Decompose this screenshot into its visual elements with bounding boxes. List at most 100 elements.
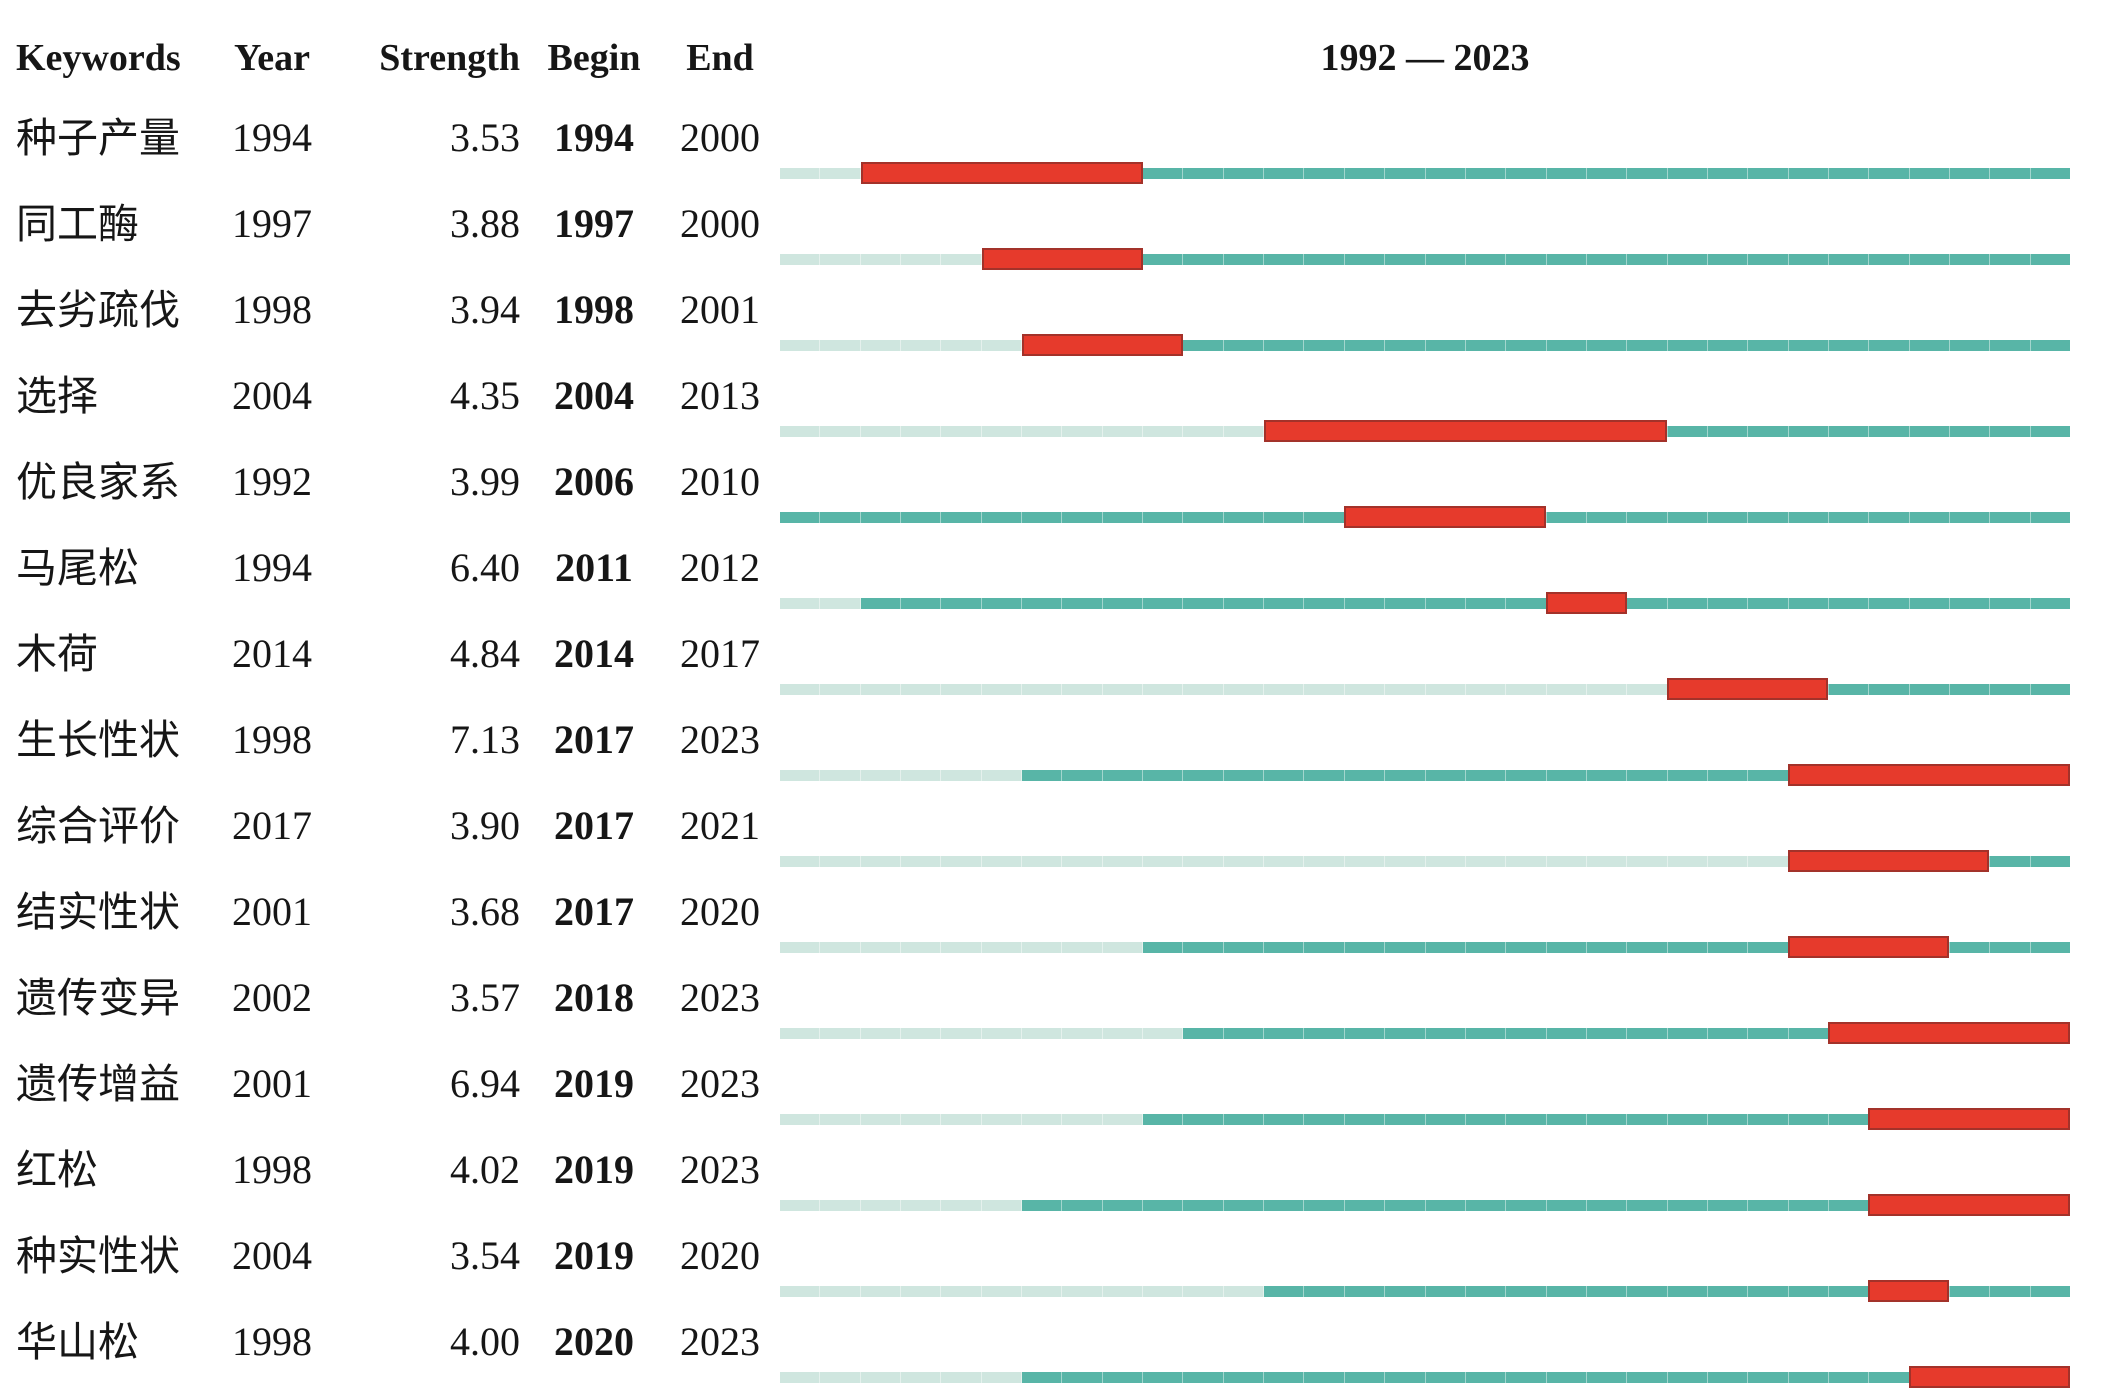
begin-cell: 2017 xyxy=(554,717,634,762)
timeline-active-segment xyxy=(1425,254,1466,265)
timeline-pre-segment xyxy=(901,1028,942,1039)
timeline-active-segment xyxy=(1506,598,1547,609)
timeline-active-segment xyxy=(1062,770,1103,781)
timeline-active-segment xyxy=(1828,1200,1870,1211)
timeline-active-segment xyxy=(780,512,821,523)
timeline-pre-segment xyxy=(780,942,821,953)
end-cell: 2000 xyxy=(680,201,760,246)
timeline-active-segment xyxy=(1748,598,1789,609)
year-cell: 2004 xyxy=(232,373,312,418)
timeline-active-segment xyxy=(1304,1200,1345,1211)
timeline-active-segment xyxy=(1143,770,1184,781)
timeline-active-segment xyxy=(1990,254,2031,265)
timeline-active-segment xyxy=(1707,512,1749,523)
timeline-active-segment xyxy=(1546,942,1587,953)
timeline-pre-segment xyxy=(941,254,982,265)
begin-cell: 1997 xyxy=(554,201,634,246)
timeline-active-segment xyxy=(1506,1028,1547,1039)
burst-bar xyxy=(860,162,1143,184)
timeline-pre-segment xyxy=(780,856,821,867)
strength-cell: 4.00 xyxy=(450,1319,520,1364)
strength-cell: 3.54 xyxy=(450,1233,520,1278)
timeline-active-segment xyxy=(1748,770,1789,781)
timeline-active-segment xyxy=(1183,1028,1224,1039)
timeline-active-segment xyxy=(1949,1286,1991,1297)
burst-bar xyxy=(1868,1194,2070,1216)
timeline-pre-segment xyxy=(901,254,942,265)
timeline-pre-segment xyxy=(901,684,942,695)
timeline-active-segment xyxy=(1465,770,1507,781)
end-cell: 2023 xyxy=(680,1319,760,1364)
strength-cell: 4.02 xyxy=(450,1147,520,1192)
timeline-pre-segment xyxy=(981,684,1023,695)
burst-timeline xyxy=(780,334,2070,356)
timeline-active-segment xyxy=(2030,598,2070,609)
timeline-pre-segment xyxy=(1707,856,1749,867)
timeline-pre-segment xyxy=(820,1372,861,1383)
burst-timeline xyxy=(780,678,2070,700)
timeline-pre-segment xyxy=(780,1200,821,1211)
timeline-pre-segment xyxy=(981,1286,1023,1297)
timeline-active-segment xyxy=(1828,598,1870,609)
timeline-active-segment xyxy=(1304,1286,1345,1297)
timeline-active-segment xyxy=(1788,426,1829,437)
timeline-active-segment xyxy=(1990,168,2031,179)
timeline-active-segment xyxy=(1748,1028,1789,1039)
timeline-pre-segment xyxy=(981,1372,1023,1383)
timeline-active-segment xyxy=(1667,1114,1708,1125)
timeline-active-segment xyxy=(1264,168,1305,179)
timeline-pre-segment xyxy=(1304,856,1345,867)
timeline-active-segment xyxy=(1304,770,1345,781)
timeline-pre-segment xyxy=(860,340,902,351)
timeline-active-segment xyxy=(1223,340,1265,351)
timeline-pre-segment xyxy=(1465,684,1507,695)
timeline-active-segment xyxy=(1990,1286,2031,1297)
begin-cell: 2011 xyxy=(555,545,633,590)
timeline-active-segment xyxy=(1344,1372,1386,1383)
timeline-track xyxy=(780,598,2070,609)
timeline-active-segment xyxy=(2030,512,2070,523)
year-cell: 1994 xyxy=(232,545,312,590)
timeline-pre-segment xyxy=(1102,684,1144,695)
timeline-pre-segment xyxy=(941,1114,982,1125)
timeline-active-segment xyxy=(1748,168,1789,179)
timeline-pre-segment xyxy=(780,1372,821,1383)
timeline-active-segment xyxy=(1990,684,2031,695)
timeline-active-segment xyxy=(2030,942,2070,953)
timeline-active-segment xyxy=(1465,1114,1507,1125)
keyword-cell: 优良家系 xyxy=(16,459,180,505)
timeline-active-segment xyxy=(1465,942,1507,953)
burst-row: 种实性状 2004 3.54 2019 2020 xyxy=(0,1218,2126,1304)
timeline-active-segment xyxy=(1546,770,1587,781)
burst-row: 去劣疏伐 1998 3.94 1998 2001 xyxy=(0,272,2126,358)
timeline-active-segment xyxy=(1344,1028,1386,1039)
timeline-active-segment xyxy=(1506,1286,1547,1297)
strength-cell: 3.68 xyxy=(450,889,520,934)
timeline-pre-segment xyxy=(981,426,1023,437)
keyword-cell: 种子产量 xyxy=(16,115,180,161)
timeline-pre-segment xyxy=(1143,1028,1184,1039)
timeline-pre-segment xyxy=(780,684,821,695)
timeline-active-segment xyxy=(1546,1372,1587,1383)
column-header-end: End xyxy=(686,37,754,79)
timeline-active-segment xyxy=(1385,770,1426,781)
timeline-pre-segment xyxy=(941,1200,982,1211)
timeline-pre-segment xyxy=(901,1286,942,1297)
timeline-active-segment xyxy=(1627,340,1668,351)
timeline-active-segment xyxy=(1990,340,2031,351)
timeline-active-segment xyxy=(1707,1372,1749,1383)
timeline-active-segment xyxy=(1506,1114,1547,1125)
timeline-active-segment xyxy=(1304,1028,1345,1039)
keyword-cell: 结实性状 xyxy=(16,889,180,935)
timeline-active-segment xyxy=(1344,1114,1386,1125)
timeline-active-segment xyxy=(1627,1286,1668,1297)
year-cell: 1998 xyxy=(232,1319,312,1364)
timeline-active-segment xyxy=(1223,1372,1265,1383)
burst-bar xyxy=(1828,1022,2070,1044)
timeline-active-segment xyxy=(1707,340,1749,351)
timeline-pre-segment xyxy=(1344,856,1386,867)
timeline-active-segment xyxy=(1465,1372,1507,1383)
burst-row: 红松 1998 4.02 2019 2023 xyxy=(0,1132,2126,1218)
column-header-begin: Begin xyxy=(547,37,641,79)
timeline-active-segment xyxy=(1102,1200,1144,1211)
